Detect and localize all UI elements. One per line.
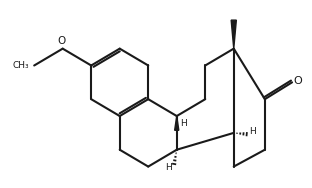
Text: H: H (249, 127, 256, 136)
Text: CH₃: CH₃ (13, 61, 30, 70)
Polygon shape (175, 116, 179, 130)
Text: H: H (165, 163, 172, 172)
Text: O: O (57, 36, 66, 46)
Polygon shape (231, 20, 236, 49)
Text: H: H (181, 119, 188, 128)
Text: O: O (293, 76, 302, 86)
